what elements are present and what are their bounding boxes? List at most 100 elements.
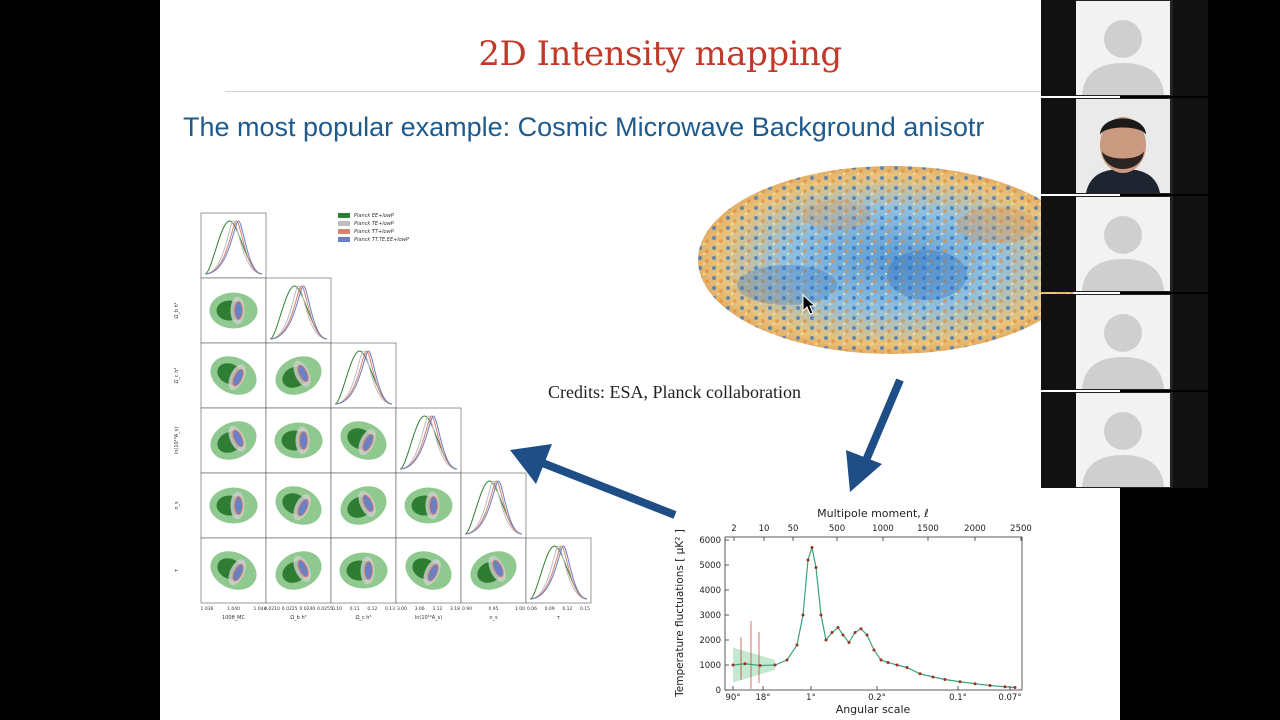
planck-triangle-plot: Planck EE+lowP Planck TE+lowP Planck TT+lo… <box>174 212 592 621</box>
data-point <box>814 566 818 569</box>
legend-entry: Planck TE+lowP <box>354 221 394 227</box>
legend-swatch <box>338 213 350 218</box>
posterior-curve <box>399 415 458 470</box>
x-axis-label: Ω_c h² <box>356 615 372 621</box>
best-fit-curve <box>732 545 1016 689</box>
legend-swatch <box>338 237 350 242</box>
data-point <box>943 678 947 681</box>
data-point <box>865 633 869 637</box>
participant-face-icon <box>1076 99 1170 193</box>
x-tick-label: 1.040 <box>227 606 240 612</box>
contour-combined <box>362 494 374 513</box>
top-tick-label: 2 <box>731 524 736 534</box>
posterior-curve <box>399 415 458 470</box>
data-point <box>824 638 828 642</box>
data-point <box>905 666 909 669</box>
top-tick-label: 50 <box>788 524 799 534</box>
bottom-tick-label: 0.2° <box>868 693 886 703</box>
participant-avatar-tile[interactable] <box>1076 295 1170 389</box>
x-tick-label: 0.13 <box>385 606 395 612</box>
x-axis-label: n_s <box>489 615 498 621</box>
x-axis-label: Ω_b h² <box>290 615 306 621</box>
contour-combined <box>492 559 504 578</box>
data-point <box>841 633 845 637</box>
data-point <box>1013 686 1017 689</box>
y-tick-label: 4000 <box>699 586 721 596</box>
default-avatar-icon <box>1076 295 1170 389</box>
data-point <box>872 648 876 652</box>
bottom-tick-label: 18° <box>755 693 770 703</box>
y-tick-label: 0 <box>716 686 721 696</box>
triangle-panel <box>330 342 397 409</box>
x-axis-label: 100θ_MC <box>222 615 245 621</box>
x-axis-label: ln(10¹⁰A_s) <box>415 615 442 621</box>
legend-entry: Planck TT,TE,EE+lowP <box>354 237 409 243</box>
data-point <box>785 658 789 662</box>
posterior-curve <box>204 220 263 275</box>
contour-combined <box>297 559 309 578</box>
data-point <box>853 631 857 634</box>
default-avatar-icon <box>1076 1 1170 95</box>
data-point <box>973 682 977 686</box>
x-tick-label: 0.95 <box>488 606 498 612</box>
data-point <box>859 627 863 631</box>
contour-combined <box>429 496 438 515</box>
bottom-tick-label: 0.1° <box>949 693 967 703</box>
y-tick-label: 3000 <box>699 611 721 621</box>
participant-avatar-tile[interactable] <box>1076 197 1170 291</box>
contour-combined <box>364 561 373 580</box>
x-tick-label: 0.15 <box>580 606 590 612</box>
posterior-curve <box>529 545 588 600</box>
y-axis-label: ln(10¹⁰A_s) <box>174 427 180 454</box>
posterior-curve <box>269 285 328 340</box>
participants-panel <box>1041 0 1208 490</box>
data-point <box>988 684 992 687</box>
top-tick-label: 1000 <box>872 524 894 534</box>
contour-combined <box>234 496 243 515</box>
y-tick-label: 2000 <box>699 636 721 646</box>
posterior-curve <box>269 285 328 340</box>
contour-combined <box>234 301 243 320</box>
participant-avatar-tile[interactable] <box>1076 1 1170 95</box>
data-point <box>819 613 823 617</box>
posterior-curve <box>399 415 458 470</box>
posterior-curve <box>334 350 393 405</box>
posterior-curve <box>334 350 393 405</box>
data-point <box>847 641 851 644</box>
x-tick-label: 0.10 <box>332 606 342 612</box>
data-point <box>801 613 805 617</box>
top-tick-label: 500 <box>829 524 845 534</box>
posterior-curve <box>464 480 523 535</box>
data-point <box>836 626 840 629</box>
participant-frame <box>1041 98 1208 194</box>
arrow-to-spectrum <box>846 378 904 492</box>
posterior-curve <box>334 350 393 405</box>
spectrum-top-label: Multipole moment, ℓ <box>817 507 929 520</box>
image-credits: Credits: ESA, Planck collaboration <box>548 382 801 402</box>
x-tick-label: 1.00 <box>515 606 525 612</box>
x-tick-label: 0.0210 <box>264 606 280 612</box>
posterior-curve <box>529 545 588 600</box>
contour-combined <box>232 429 244 448</box>
legend-swatch <box>338 229 350 234</box>
data-point <box>958 680 962 684</box>
x-tick-label: 0.11 <box>350 606 360 612</box>
y-tick-label: 1000 <box>699 661 721 671</box>
x-tick-label: 0.0225 <box>282 606 298 612</box>
top-tick-label: 1500 <box>917 524 939 534</box>
participant-frame <box>1041 294 1208 390</box>
spectrum-y-label: Temperature fluctuations [ μK² ] <box>674 529 686 698</box>
legend-entry: Planck EE+lowP <box>354 213 394 219</box>
posterior-curve <box>204 220 263 275</box>
triangle-panel <box>200 212 267 279</box>
cmb-sky-map <box>698 166 1086 354</box>
posterior-curve <box>204 220 263 275</box>
participant-video-tile[interactable] <box>1076 99 1170 193</box>
top-tick-label: 10 <box>759 524 770 534</box>
data-point <box>731 663 735 667</box>
posterior-curve <box>269 285 328 340</box>
x-tick-label: 3.18 <box>450 606 460 612</box>
y-tick-label: 5000 <box>699 561 721 571</box>
participant-avatar-tile[interactable] <box>1076 393 1170 487</box>
data-point <box>931 675 935 679</box>
